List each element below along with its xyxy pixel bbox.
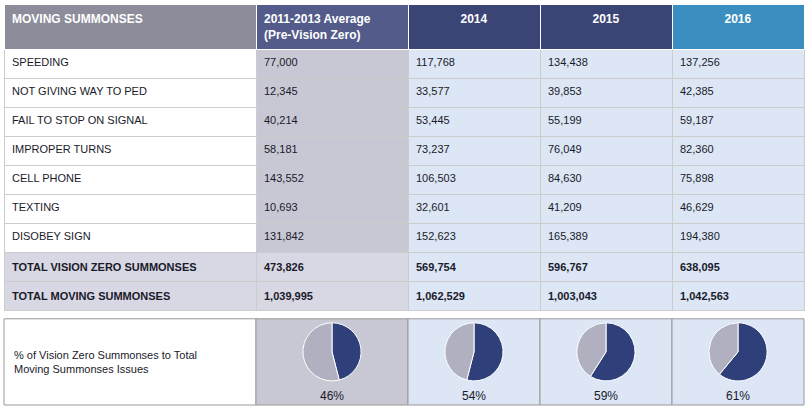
- svg-text:SPEEDING: SPEEDING: [12, 56, 69, 68]
- svg-text:39,853: 39,853: [548, 85, 582, 97]
- svg-text:10,693: 10,693: [264, 201, 298, 213]
- svg-text:33,577: 33,577: [416, 85, 450, 97]
- svg-text:55,199: 55,199: [548, 114, 582, 126]
- svg-text:2016: 2016: [724, 12, 751, 26]
- svg-text:59%: 59%: [594, 389, 618, 403]
- svg-text:12,345: 12,345: [264, 85, 298, 97]
- svg-text:46,629: 46,629: [680, 201, 714, 213]
- svg-text:1,003,043: 1,003,043: [548, 290, 597, 302]
- svg-text:82,360: 82,360: [680, 143, 714, 155]
- svg-text:152,623: 152,623: [416, 230, 456, 242]
- svg-text:59,187: 59,187: [680, 114, 714, 126]
- svg-text:58,181: 58,181: [264, 143, 298, 155]
- svg-text:NOT GIVING WAY TO PED: NOT GIVING WAY TO PED: [12, 85, 147, 97]
- svg-text:131,842: 131,842: [264, 230, 304, 242]
- svg-text:32,601: 32,601: [416, 201, 450, 213]
- svg-text:2014: 2014: [460, 12, 487, 26]
- svg-text:194,380: 194,380: [680, 230, 720, 242]
- svg-text:473,826: 473,826: [264, 261, 304, 273]
- svg-text:FAIL TO STOP ON SIGNAL: FAIL TO STOP ON SIGNAL: [12, 114, 148, 126]
- svg-text:1,062,529: 1,062,529: [416, 290, 465, 302]
- svg-text:1,039,995: 1,039,995: [264, 290, 313, 302]
- svg-text:42,385: 42,385: [680, 85, 714, 97]
- svg-text:76,049: 76,049: [548, 143, 582, 155]
- svg-text:TOTAL MOVING SUMMONSES: TOTAL MOVING SUMMONSES: [12, 290, 170, 302]
- svg-text:46%: 46%: [320, 389, 344, 403]
- svg-text:61%: 61%: [726, 389, 750, 403]
- svg-text:84,630: 84,630: [548, 172, 582, 184]
- svg-text:CELL PHONE: CELL PHONE: [12, 172, 81, 184]
- svg-text:77,000: 77,000: [264, 56, 298, 68]
- svg-text:2011-2013 Average(Pre-Vision Z: 2011-2013 Average(Pre-Vision Zero): [264, 12, 371, 42]
- svg-text:165,389: 165,389: [548, 230, 588, 242]
- svg-text:134,438: 134,438: [548, 56, 588, 68]
- svg-text:106,503: 106,503: [416, 172, 456, 184]
- svg-text:DISOBEY SIGN: DISOBEY SIGN: [12, 230, 91, 242]
- svg-text:TEXTING: TEXTING: [12, 201, 60, 213]
- svg-text:596,767: 596,767: [548, 261, 588, 273]
- svg-text:MOVING SUMMONSES: MOVING SUMMONSES: [12, 12, 143, 26]
- svg-text:137,256: 137,256: [680, 56, 720, 68]
- svg-text:117,768: 117,768: [416, 56, 455, 68]
- svg-text:73,237: 73,237: [416, 143, 450, 155]
- svg-text:53,445: 53,445: [416, 114, 450, 126]
- svg-text:IMPROPER TURNS: IMPROPER TURNS: [12, 143, 111, 155]
- svg-text:% of Vision Zero Summonses to: % of Vision Zero Summonses to TotalMovin…: [14, 349, 197, 375]
- svg-text:1,042,563: 1,042,563: [680, 290, 729, 302]
- svg-text:569,754: 569,754: [416, 261, 457, 273]
- svg-text:54%: 54%: [462, 389, 486, 403]
- svg-text:2015: 2015: [592, 12, 619, 26]
- svg-text:TOTAL VISION ZERO SUMMONSES: TOTAL VISION ZERO SUMMONSES: [12, 261, 197, 273]
- svg-text:143,552: 143,552: [264, 172, 304, 184]
- svg-text:40,214: 40,214: [264, 114, 298, 126]
- svg-text:41,209: 41,209: [548, 201, 582, 213]
- svg-text:75,898: 75,898: [680, 172, 714, 184]
- svg-text:638,095: 638,095: [680, 261, 720, 273]
